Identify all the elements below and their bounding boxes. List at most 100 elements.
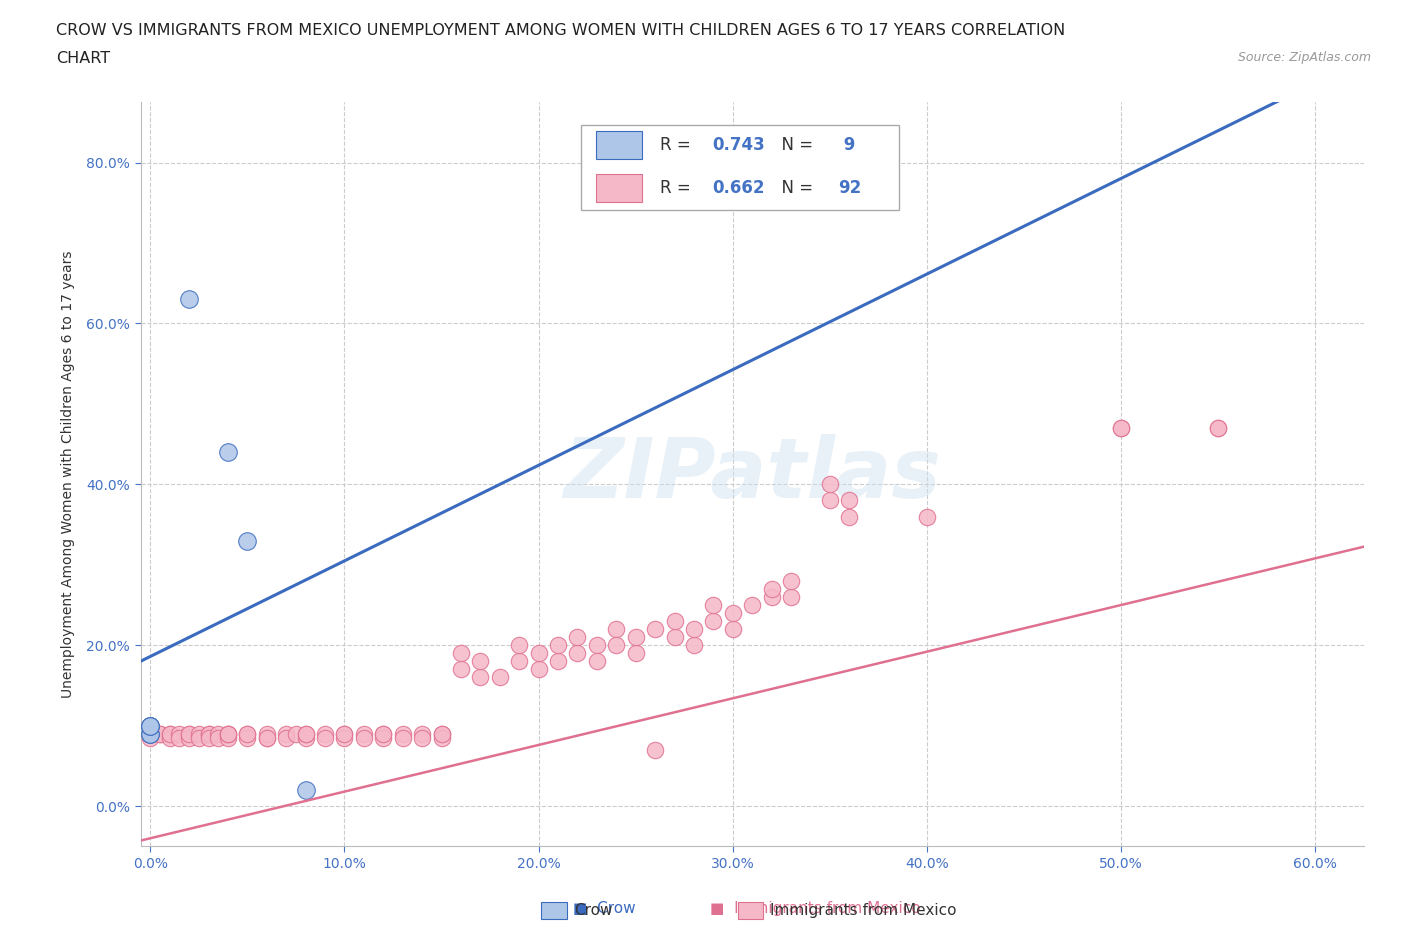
Point [391,726,413,741]
Point [838,509,860,524]
Point [139,726,162,741]
Point [373,726,395,741]
Point [644,742,666,757]
Point [149,726,172,741]
Point [664,614,686,629]
Point [179,726,201,741]
Point [624,645,647,660]
Point [236,730,259,745]
Point [294,730,316,745]
Point [818,477,841,492]
Point [197,726,219,741]
Point [207,726,229,741]
Point [169,730,191,745]
Point [256,730,278,745]
Point [780,590,803,604]
FancyBboxPatch shape [581,125,898,210]
Point [1206,420,1229,435]
FancyBboxPatch shape [596,174,643,202]
Point [179,730,201,745]
Point [139,726,162,741]
Point [197,726,219,741]
Point [159,730,181,745]
Point [450,645,472,660]
Point [741,598,763,613]
Point [179,726,201,741]
Point [149,726,172,741]
Point [139,718,162,733]
Text: N =: N = [770,179,818,197]
Point [470,654,492,669]
Point [179,292,201,307]
Point [294,782,316,797]
Point [139,718,162,733]
Point [256,730,278,745]
Point [430,726,453,741]
Point [838,493,860,508]
Point [702,614,724,629]
Point [547,638,569,653]
Point [683,621,706,636]
Point [187,730,209,745]
Point [605,638,627,653]
Text: N =: N = [770,136,818,153]
Point [488,670,510,684]
Point [721,621,744,636]
Point [761,590,783,604]
Point [217,445,239,459]
Point [527,645,550,660]
Point [391,730,413,745]
Text: Source: ZipAtlas.com: Source: ZipAtlas.com [1237,51,1371,64]
Point [567,630,589,644]
Point [644,621,666,636]
Text: ZIPatlas: ZIPatlas [564,433,941,515]
Text: 0.662: 0.662 [711,179,765,197]
Point [664,630,686,644]
Point [605,621,627,636]
Point [624,630,647,644]
Point [333,730,356,745]
Point [139,730,162,745]
Text: Crow: Crow [574,903,612,918]
Point [721,605,744,620]
Text: R =: R = [661,136,696,153]
Point [197,730,219,745]
Point [1206,420,1229,435]
Y-axis label: Unemployment Among Women with Children Ages 6 to 17 years: Unemployment Among Women with Children A… [62,250,75,698]
Point [236,726,259,741]
Point [333,726,356,741]
Point [294,726,316,741]
Text: 92: 92 [838,179,860,197]
Point [1109,420,1132,435]
Text: ■  Immigrants from Mexico: ■ Immigrants from Mexico [710,901,921,916]
Point [470,670,492,684]
Point [586,638,609,653]
Point [430,730,453,745]
Point [187,726,209,741]
Text: CROW VS IMMIGRANTS FROM MEXICO UNEMPLOYMENT AMONG WOMEN WITH CHILDREN AGES 6 TO : CROW VS IMMIGRANTS FROM MEXICO UNEMPLOYM… [56,23,1066,38]
FancyBboxPatch shape [596,130,643,159]
Point [236,533,259,548]
Point [207,730,229,745]
Point [547,654,569,669]
Point [508,654,530,669]
Point [139,718,162,733]
Text: ■  Crow: ■ Crow [574,901,636,916]
Point [159,726,181,741]
Point [780,574,803,589]
Point [333,726,356,741]
Text: CHART: CHART [56,51,110,66]
Point [294,726,316,741]
Point [373,730,395,745]
Point [217,726,239,741]
Point [236,726,259,741]
Point [527,662,550,677]
Text: Immigrants from Mexico: Immigrants from Mexico [770,903,957,918]
Point [217,730,239,745]
Point [314,726,336,741]
Point [1109,420,1132,435]
Point [411,730,433,745]
Point [702,598,724,613]
Point [276,726,298,741]
Point [314,730,336,745]
